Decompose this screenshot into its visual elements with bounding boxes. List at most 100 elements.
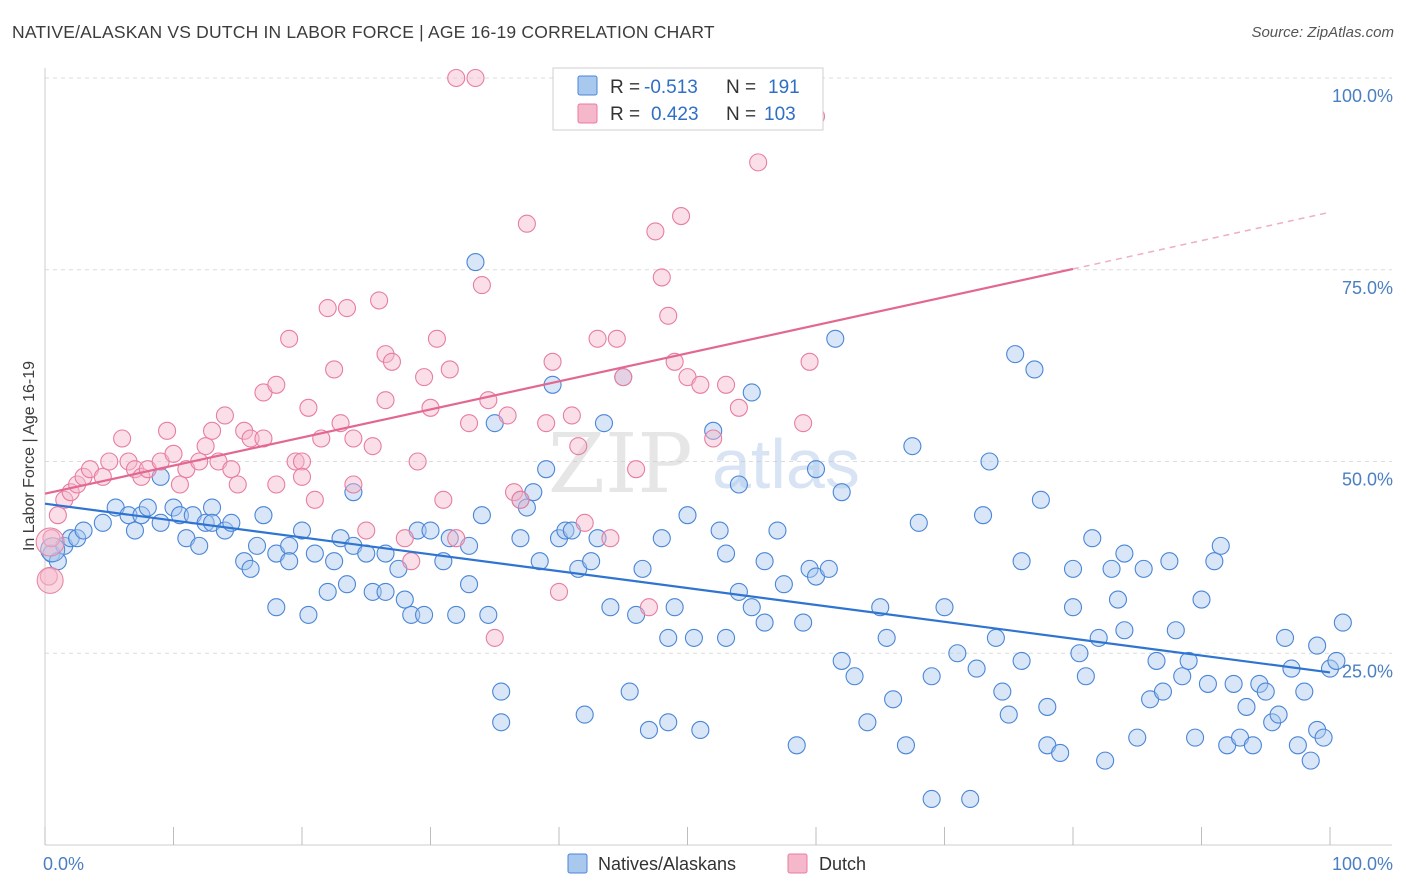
dutch-point	[614, 368, 633, 387]
natives-point	[659, 628, 678, 647]
dutch-point	[517, 214, 536, 233]
natives-point	[1063, 598, 1083, 617]
natives-point	[1115, 621, 1134, 640]
natives-point	[363, 582, 382, 601]
watermark-atlas: atlas	[712, 425, 860, 503]
natives-point	[1012, 651, 1031, 670]
natives-point	[125, 521, 144, 540]
natives-point	[877, 628, 896, 647]
dutch-point	[241, 429, 260, 448]
natives-point	[415, 605, 434, 624]
natives-point	[986, 628, 1005, 647]
natives-point	[280, 536, 299, 555]
dutch-point	[472, 276, 491, 295]
dutch-point	[479, 391, 498, 410]
y-tick-label: 100.0%	[1332, 86, 1393, 106]
dutch-point	[511, 490, 530, 509]
axes	[44, 68, 1392, 846]
dutch-point	[427, 329, 446, 348]
dutch-point	[800, 352, 819, 371]
dutch-point	[607, 329, 626, 348]
natives-point	[459, 575, 479, 594]
natives-point	[601, 598, 620, 617]
dutch-point	[601, 529, 620, 548]
natives-point	[190, 536, 209, 555]
natives-point	[556, 521, 575, 540]
natives-point	[479, 605, 498, 624]
natives-point	[1250, 674, 1269, 693]
dutch-point	[402, 552, 421, 571]
y-axis-title: In Labor Force | Age 16-19	[21, 361, 38, 551]
dutch-trend-line	[44, 267, 1074, 495]
dutch-point	[286, 452, 305, 471]
dutch-point	[344, 429, 363, 448]
natives-point	[1198, 674, 1217, 693]
natives-point	[1179, 651, 1198, 670]
natives-point	[710, 521, 729, 540]
natives-point	[1160, 552, 1179, 571]
dutch-point	[415, 368, 434, 387]
natives-point	[922, 667, 941, 686]
natives-point	[948, 644, 967, 663]
natives-point	[729, 475, 748, 494]
natives-point	[999, 705, 1018, 724]
natives-trend-line	[44, 502, 1331, 674]
dutch-point	[537, 414, 556, 433]
natives-point	[1333, 613, 1352, 632]
natives-point	[794, 613, 813, 632]
natives-point	[1192, 590, 1211, 609]
natives-point	[768, 521, 787, 540]
natives-point	[652, 529, 671, 548]
dutch-point	[170, 475, 189, 494]
natives-point	[633, 559, 652, 578]
dutch-point	[337, 299, 357, 318]
natives-point	[492, 713, 511, 732]
natives-point	[247, 536, 267, 555]
natives-point	[980, 452, 999, 471]
dutch-point	[447, 529, 466, 548]
natives-point	[787, 736, 806, 755]
dutch-point	[235, 421, 254, 440]
dutch-cluster-point	[35, 527, 65, 557]
dutch-points	[35, 68, 826, 647]
natives-point	[1295, 682, 1314, 701]
dutch-point	[48, 506, 67, 525]
natives-point	[659, 713, 678, 732]
dutch-point	[569, 437, 588, 456]
dutch-point	[42, 529, 61, 548]
natives-point	[440, 529, 459, 548]
dutch-point	[575, 513, 594, 532]
dutch-point	[344, 475, 363, 494]
dutch-point	[267, 375, 286, 394]
natives-point	[742, 598, 761, 617]
natives-point	[325, 552, 344, 571]
dutch-point	[325, 360, 344, 379]
natives-point	[755, 613, 774, 632]
natives-point	[1063, 559, 1083, 578]
dutch-point	[466, 68, 485, 88]
natives-point	[241, 559, 260, 578]
dutch-point	[382, 352, 402, 371]
natives-point	[511, 529, 530, 548]
natives-n-label: N =	[726, 77, 756, 98]
dutch-point	[659, 306, 678, 325]
natives-point	[421, 521, 440, 540]
natives-point	[1083, 529, 1102, 548]
dutch-point	[164, 444, 183, 463]
x-tick-label: 0.0%	[43, 854, 84, 874]
natives-point	[620, 682, 639, 701]
bottom-legend-natives-label: Natives/Alaskans	[598, 854, 736, 874]
natives-point	[292, 521, 312, 540]
natives-point	[665, 598, 684, 617]
natives-point	[344, 483, 363, 502]
natives-point	[684, 628, 703, 647]
natives-point	[1006, 345, 1025, 364]
natives-point	[755, 552, 774, 571]
trend-lines	[44, 211, 1331, 674]
grid-lines	[45, 77, 1392, 654]
natives-point	[402, 605, 421, 624]
source-label: Source: ZipAtlas.com	[1251, 24, 1394, 41]
stats-legend-box	[552, 67, 824, 131]
dutch-point	[794, 414, 813, 433]
